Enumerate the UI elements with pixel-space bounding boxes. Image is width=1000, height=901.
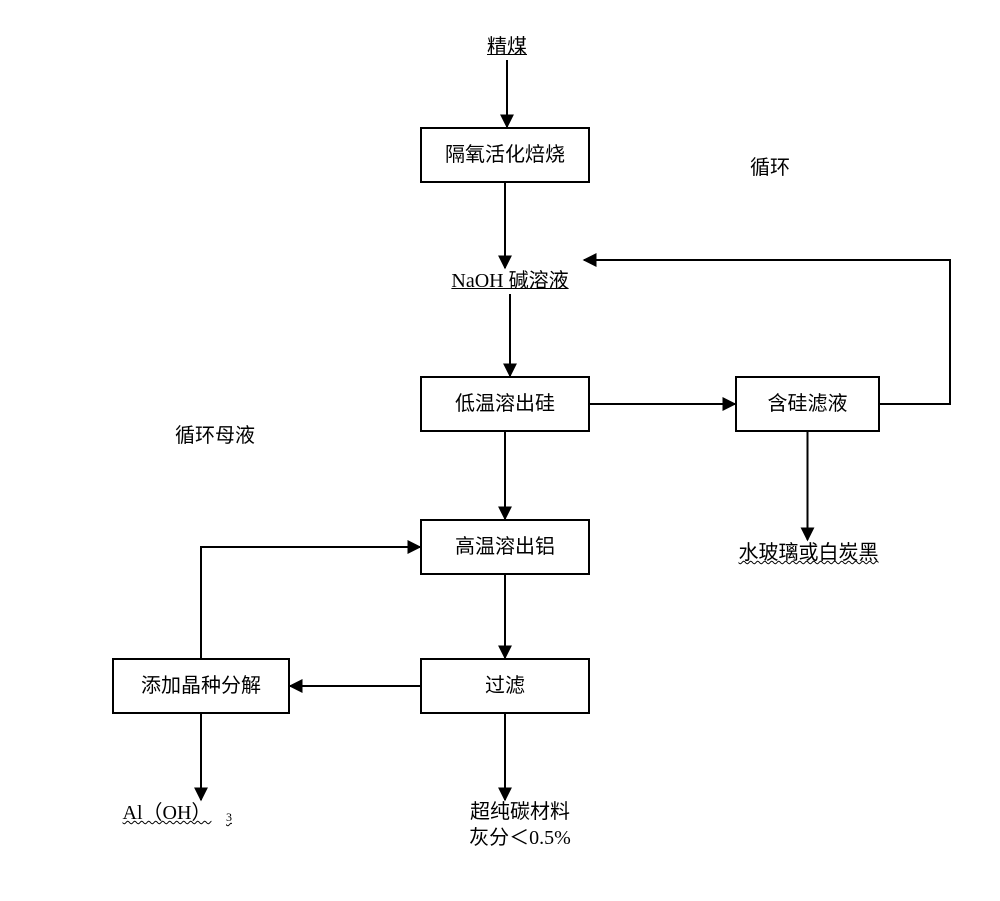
- node-label-diwen: 低温溶出硅: [455, 391, 555, 417]
- node-aloh3_sub: 3: [222, 810, 236, 826]
- node-label-xunhuanmuye: 循环母液: [175, 423, 255, 449]
- node-guolv: 过滤: [420, 658, 590, 714]
- node-label-hangui: 含硅滤液: [768, 391, 848, 417]
- node-label-jingzhong: 添加晶种分解: [141, 673, 261, 699]
- node-geyang: 隔氧活化焙烧: [420, 127, 590, 183]
- node-xunhuan_r: 循环: [740, 155, 800, 181]
- node-label-xunhuan_r: 循环: [750, 155, 790, 181]
- node-label-naoh: NaOH 碱溶液: [451, 268, 568, 294]
- edge: [201, 547, 420, 658]
- node-chaochun: 超纯碳材料 灰分＜0.5%: [440, 800, 600, 850]
- node-naoh: NaOH 碱溶液: [440, 268, 580, 294]
- node-label-aloh3_sub: 3: [226, 810, 232, 826]
- node-gaowen: 高温溶出铝: [420, 519, 590, 575]
- node-jingmei: 精煤: [477, 34, 537, 60]
- node-label-gaowen: 高温溶出铝: [455, 534, 555, 560]
- node-label-guolv: 过滤: [485, 673, 525, 699]
- node-aloh3: Al（OH）: [112, 800, 222, 826]
- node-hangui: 含硅滤液: [735, 376, 880, 432]
- node-label-aloh3: Al（OH）: [123, 800, 212, 826]
- node-diwen: 低温溶出硅: [420, 376, 590, 432]
- node-label-jingmei: 精煤: [487, 34, 527, 60]
- node-shuiboli: 水玻璃或白炭黑: [726, 540, 891, 566]
- node-jingzhong: 添加晶种分解: [112, 658, 290, 714]
- node-label-chaochun: 超纯碳材料 灰分＜0.5%: [469, 799, 571, 851]
- node-xunhuanmuye: 循环母液: [165, 423, 265, 449]
- node-label-shuiboli: 水玻璃或白炭黑: [739, 540, 879, 566]
- node-label-geyang: 隔氧活化焙烧: [445, 142, 565, 168]
